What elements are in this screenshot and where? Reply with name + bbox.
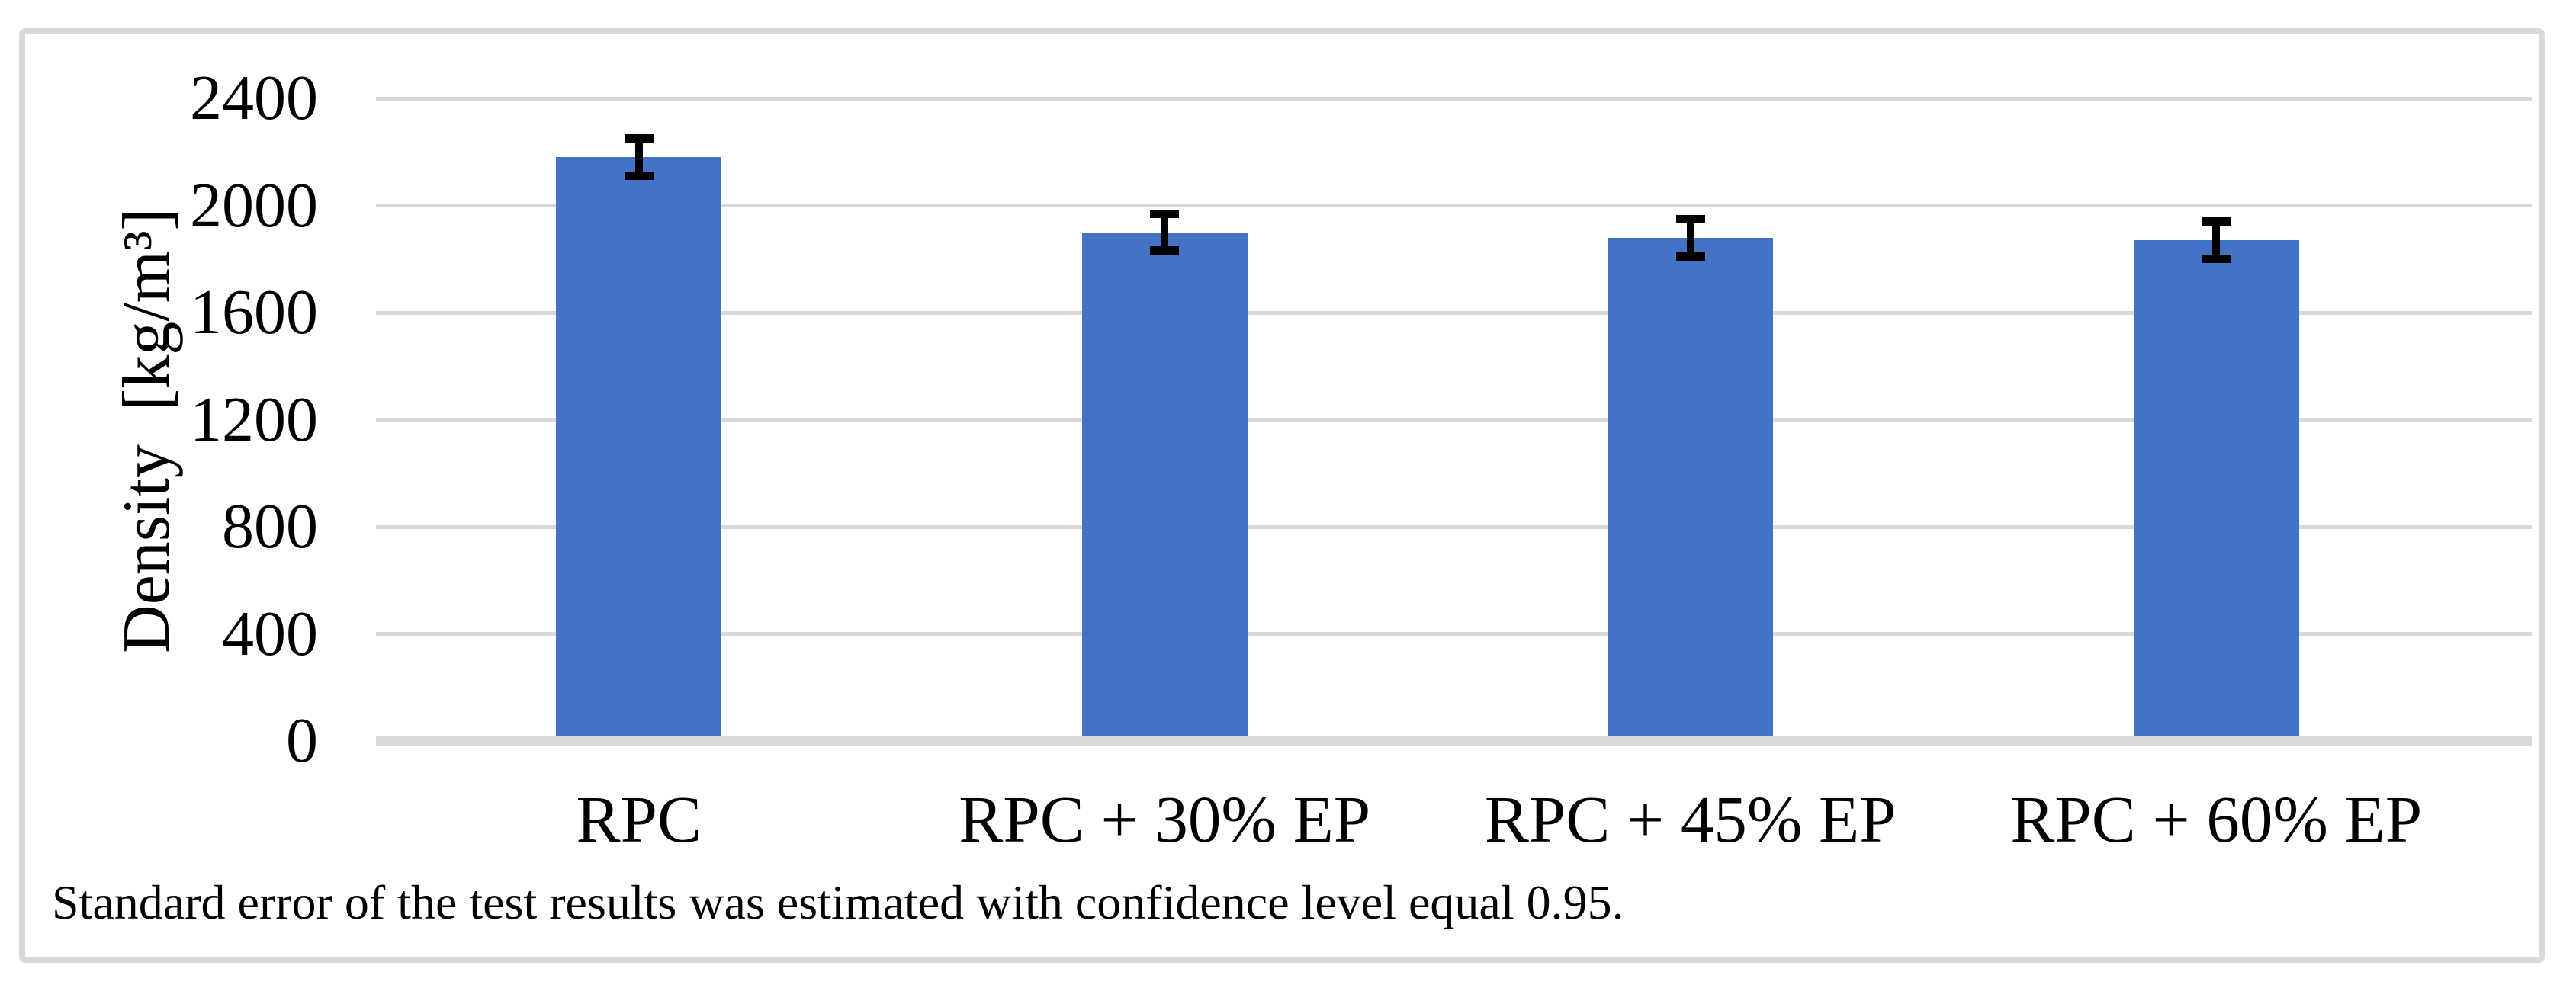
- error-bar-stem: [634, 134, 643, 181]
- error-bar-cap-bottom: [1675, 252, 1705, 261]
- error-bar-stem: [1161, 209, 1169, 255]
- error-bar-cap-top: [2202, 217, 2231, 226]
- bar: [1608, 237, 1774, 741]
- x-category-label: RPC + 60% EP: [2010, 782, 2423, 856]
- gridline: [376, 310, 2532, 315]
- y-tick-label: 2400: [190, 63, 318, 133]
- error-bar-stem: [2212, 217, 2221, 263]
- figure-frame: [19, 28, 2545, 963]
- y-tick-label: 1600: [190, 277, 318, 348]
- y-tick-label: 0: [286, 705, 318, 776]
- y-tick-label: 2000: [190, 169, 318, 241]
- gridline: [376, 524, 2532, 529]
- error-bar-cap-bottom: [2202, 255, 2231, 264]
- bar: [1081, 232, 1248, 741]
- gridline: [376, 96, 2532, 101]
- y-tick-label: 400: [222, 598, 318, 669]
- y-axis-title: Density [kg/m³]: [110, 208, 184, 653]
- error-bar-cap-top: [1675, 214, 1705, 223]
- figure-caption: Standard error of the test results was e…: [52, 875, 1624, 929]
- gridline: [376, 418, 2532, 422]
- error-bar-cap-bottom: [1150, 246, 1180, 255]
- error-bar-cap-bottom: [624, 172, 654, 181]
- x-category-label: RPC + 45% EP: [1484, 782, 1897, 856]
- error-bar-cap-top: [1150, 209, 1180, 218]
- error-bar-cap-top: [624, 134, 654, 143]
- bar: [556, 157, 722, 741]
- gridline: [376, 204, 2532, 207]
- x-category-label: RPC: [576, 782, 702, 856]
- y-tick-label: 800: [222, 491, 318, 562]
- y-tick-label: 1200: [190, 383, 318, 455]
- x-axis-line: [376, 736, 2532, 746]
- error-bar-stem: [1686, 214, 1694, 261]
- x-category-label: RPC + 30% EP: [959, 782, 1371, 856]
- bar: [2133, 240, 2299, 741]
- gridline: [376, 632, 2532, 636]
